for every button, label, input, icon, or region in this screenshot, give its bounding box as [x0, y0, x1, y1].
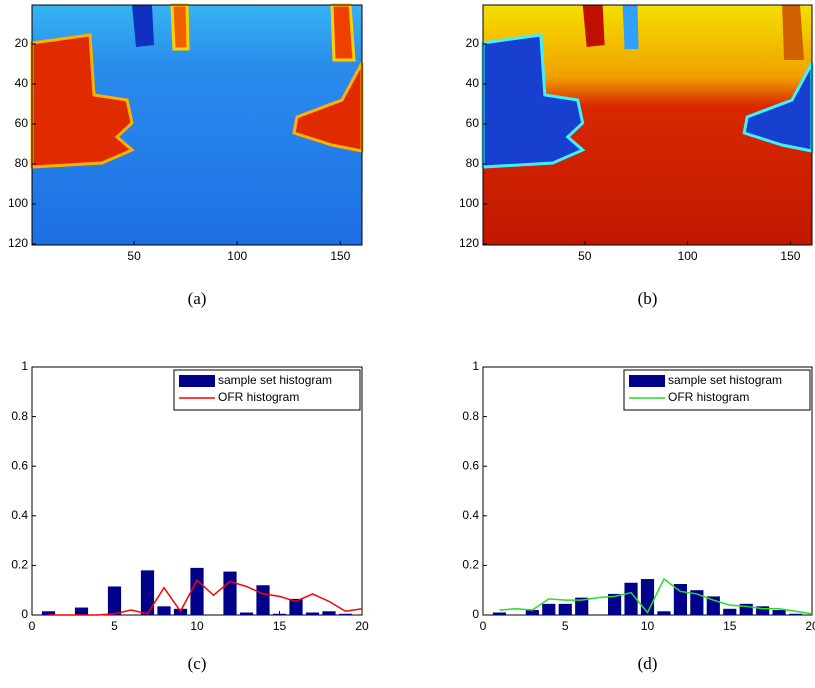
legend-label: OFR histogram	[218, 390, 299, 404]
x-tick-label: 10	[190, 619, 204, 633]
y-tick-label: 80	[15, 156, 29, 170]
legend-label: sample set histogram	[218, 373, 332, 387]
y-tick-label: 40	[466, 76, 480, 90]
y-tick-label: 0.6	[11, 458, 28, 472]
bar	[706, 596, 720, 615]
legend-label: sample set histogram	[668, 373, 782, 387]
bar	[657, 611, 671, 615]
bar	[624, 582, 638, 615]
x-tick-label: 150	[780, 249, 800, 263]
axes-box	[31, 4, 363, 246]
bar	[723, 608, 737, 615]
bar	[41, 611, 56, 615]
x-tick-label: 50	[578, 249, 592, 263]
bar	[739, 603, 753, 615]
bar	[322, 611, 336, 615]
bar	[107, 586, 122, 615]
bar	[256, 585, 270, 615]
y-tick-label: 60	[466, 116, 480, 130]
bar	[525, 610, 539, 615]
bar	[305, 612, 320, 615]
bar	[788, 613, 803, 615]
legend-label: OFR histogram	[668, 390, 749, 404]
bar	[239, 612, 254, 615]
x-tick-label: 100	[678, 249, 698, 263]
y-tick-label: 20	[466, 36, 480, 50]
legend-swatch	[629, 375, 665, 387]
caption: (a)	[188, 289, 207, 308]
bar	[223, 571, 237, 615]
y-tick-label: 120	[8, 236, 28, 250]
bar	[74, 607, 89, 615]
y-tick-label: 80	[466, 156, 480, 170]
bar	[756, 606, 770, 615]
y-tick-label: 0.4	[11, 508, 28, 522]
bar	[772, 610, 786, 615]
image-content	[30, 3, 364, 169]
y-tick-label: 100	[8, 196, 28, 210]
y-tick-label: 60	[15, 116, 29, 130]
y-tick-label: 20	[15, 36, 29, 50]
line	[499, 577, 813, 615]
y-tick-label: 0	[21, 607, 28, 621]
x-tick-label: 5	[562, 619, 569, 633]
bar	[542, 603, 556, 615]
bar	[575, 597, 589, 615]
y-tick-label: 0.8	[462, 409, 479, 423]
image-region	[582, 5, 605, 47]
x-tick-label: 10	[641, 619, 655, 633]
x-tick-label: 15	[273, 619, 287, 633]
x-tick-label: 0	[29, 619, 36, 633]
bar	[190, 567, 204, 615]
y-tick-label: 0.4	[462, 508, 479, 522]
axes-box	[482, 4, 813, 246]
y-tick-label: 1	[21, 359, 28, 373]
image-content	[481, 5, 814, 169]
y-tick-label: 40	[15, 76, 29, 90]
image-region	[30, 33, 135, 169]
y-tick-label: 100	[459, 196, 479, 210]
caption: (d)	[638, 654, 658, 673]
bar	[558, 603, 572, 615]
image-region	[622, 5, 639, 49]
image-region	[132, 5, 154, 47]
line	[48, 579, 363, 616]
bar	[608, 593, 622, 615]
x-tick-label: 5	[111, 619, 118, 633]
x-tick-label: 100	[227, 249, 247, 263]
y-tick-label: 0	[472, 607, 479, 621]
bar	[157, 606, 171, 615]
bar	[690, 590, 704, 615]
x-tick-label: 20	[355, 619, 369, 633]
image-region	[782, 5, 805, 60]
bar	[492, 612, 507, 615]
y-tick-label: 1	[472, 359, 479, 373]
bar	[289, 598, 303, 615]
image-region	[170, 3, 190, 51]
y-tick-label: 0.6	[462, 458, 479, 472]
x-tick-label: 50	[127, 249, 141, 263]
image-region	[481, 33, 586, 169]
legend-swatch	[179, 375, 215, 387]
y-tick-label: 0.2	[11, 558, 28, 572]
bar	[640, 579, 655, 615]
y-tick-label: 0.8	[11, 409, 28, 423]
caption: (b)	[638, 289, 658, 308]
x-tick-label: 0	[480, 619, 487, 633]
image-region	[330, 3, 356, 62]
x-tick-label: 20	[805, 619, 815, 633]
caption: (c)	[188, 654, 207, 673]
bar	[140, 570, 155, 615]
bar	[272, 613, 287, 615]
y-tick-label: 120	[459, 236, 479, 250]
x-tick-label: 150	[330, 249, 350, 263]
y-tick-label: 0.2	[462, 558, 479, 572]
bar	[338, 613, 353, 615]
x-tick-label: 15	[723, 619, 737, 633]
